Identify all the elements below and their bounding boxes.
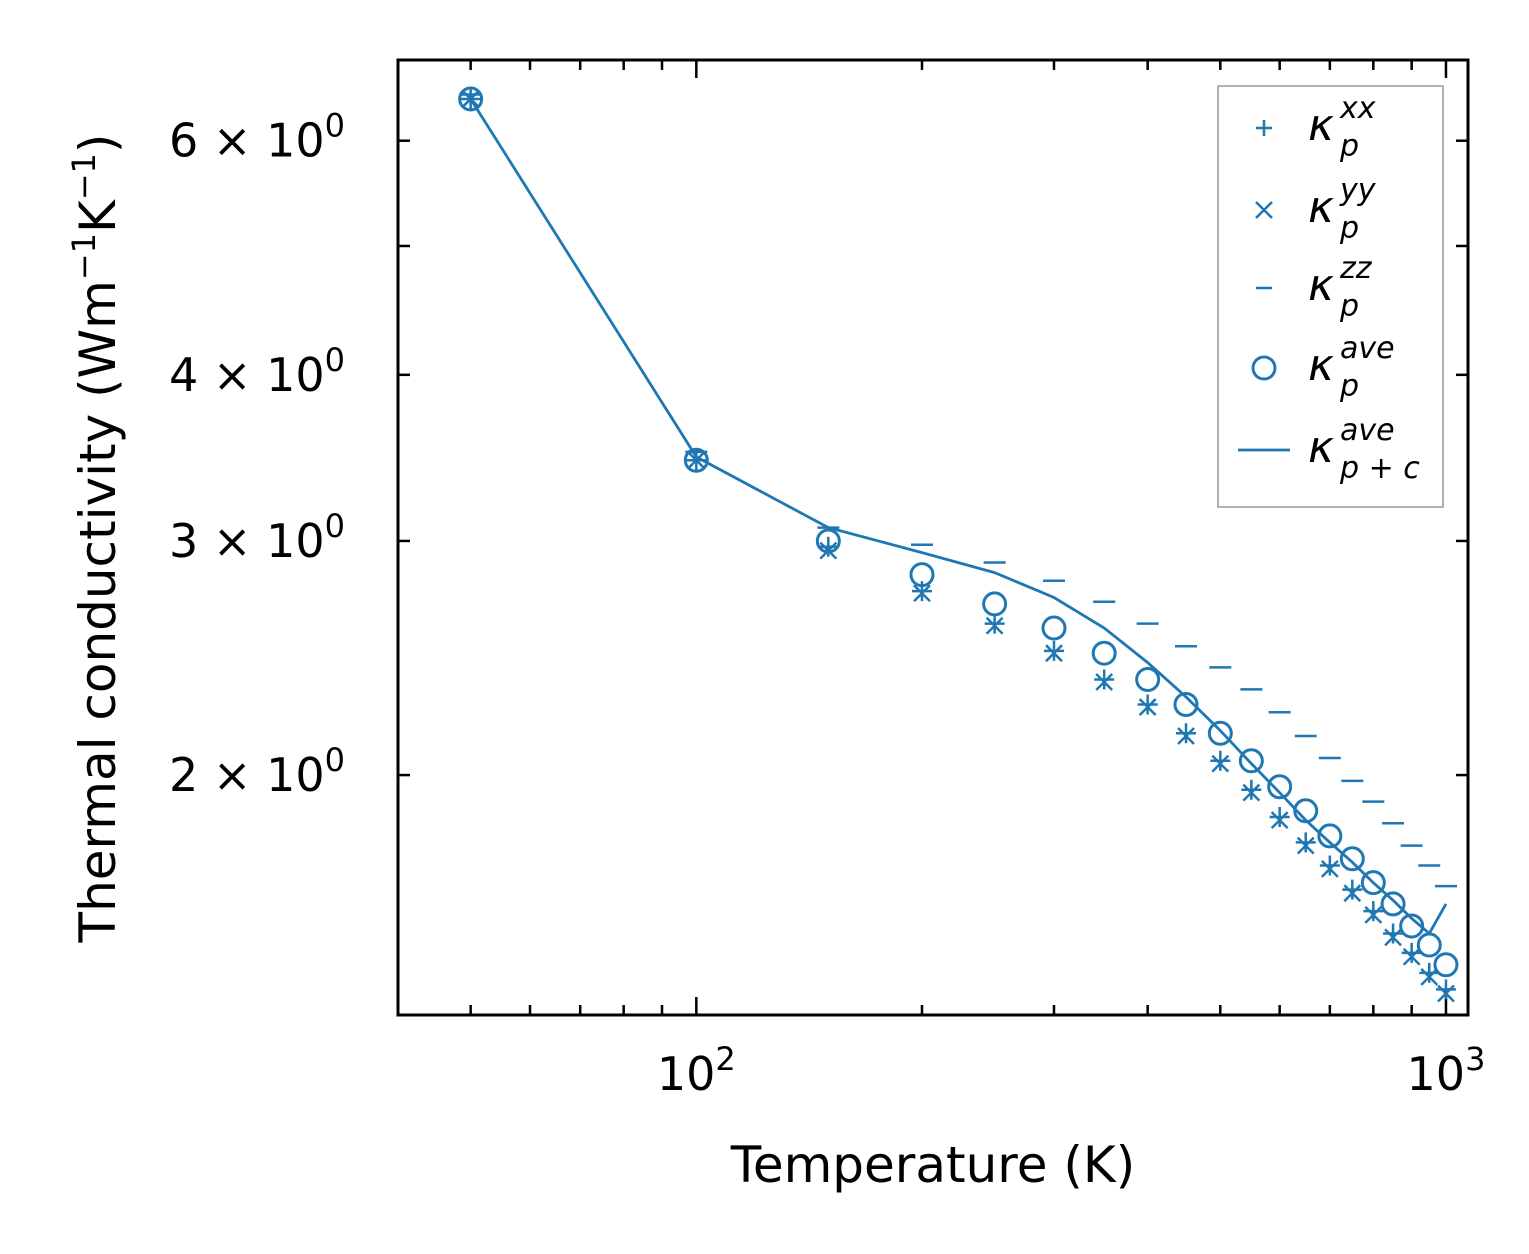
point-yy [1343, 884, 1362, 903]
legend-entry-ave: κ ave p [1251, 331, 1395, 404]
series-ave_pc [469, 98, 1448, 936]
point-ave [1433, 952, 1459, 978]
point-yy [1402, 947, 1421, 966]
legend-entry-xx: κ xx p [1256, 91, 1376, 164]
point-xx [1319, 855, 1340, 876]
point-xx [1137, 694, 1158, 715]
point-yy [1138, 698, 1157, 716]
point-ave [1173, 691, 1199, 717]
point-ave [1360, 870, 1386, 896]
legend-label: κ yy p [1308, 173, 1377, 246]
series-yy [461, 90, 1455, 1003]
point-ave [683, 447, 709, 473]
point-xx [1241, 779, 1262, 800]
point-ave [1041, 615, 1067, 641]
legend-plus-icon [1256, 120, 1272, 136]
series-ave [458, 86, 1459, 978]
x-tick-label: 103 [1407, 1040, 1486, 1101]
point-ave [982, 591, 1008, 617]
point-xx [984, 613, 1005, 634]
point-yy [1320, 860, 1339, 878]
legend-label: κ ave p [1308, 331, 1395, 404]
point-yy [687, 451, 706, 470]
point-xx [1435, 979, 1456, 1000]
series-line-ave_pc [469, 98, 1448, 936]
point-yy [1095, 673, 1114, 691]
y-tick-label: 4 × 100 [169, 341, 345, 402]
point-yy [1242, 783, 1261, 802]
y-tick-label: 6 × 100 [169, 107, 345, 168]
legend-label: κ xx p [1308, 91, 1376, 164]
point-xx [1295, 832, 1316, 853]
point-yy [913, 584, 931, 603]
point-ave [1317, 823, 1343, 849]
y-tick-label: 2 × 100 [169, 741, 345, 802]
point-yy [1364, 905, 1383, 924]
point-ave [909, 562, 935, 588]
point-yy [1270, 811, 1289, 829]
point-yy [1211, 754, 1230, 773]
tick-labels: 102 103 2 × 100 3 × 100 4 × 100 6 × 100 [169, 107, 1485, 1101]
x-tick-label: 102 [657, 1040, 736, 1101]
point-xx [1094, 669, 1115, 690]
y-tick-label: 3 × 100 [169, 507, 345, 568]
series-zz [459, 93, 1457, 888]
point-ave [1380, 891, 1406, 917]
point-yy [1177, 727, 1195, 745]
point-ave [1399, 913, 1425, 939]
legend-circle-icon [1251, 355, 1277, 381]
point-xx [1419, 962, 1440, 983]
legend-entry-ave_pc: κ ave p + c [1238, 413, 1420, 486]
legend-label: κ zz p [1308, 251, 1373, 324]
series-xx [460, 88, 1456, 1000]
point-xx [1363, 901, 1384, 922]
x-axis-label: Temperature (K) [730, 1136, 1135, 1194]
point-yy [1296, 836, 1315, 855]
point-ave [458, 86, 484, 112]
plot-frame [396, 58, 1470, 1017]
point-xx [1210, 750, 1231, 771]
legend-box [1217, 85, 1444, 508]
point-xx [1176, 723, 1196, 744]
legend: κ xx p κ yy pκ zz p κ ave p κ ave p + c [1217, 85, 1444, 508]
axis-ticks [396, 60, 1468, 1015]
point-ave [1339, 846, 1365, 872]
legend-label: κ ave p + c [1308, 413, 1420, 486]
point-xx [1043, 640, 1064, 661]
point-xx [1401, 942, 1422, 963]
plot-area [458, 86, 1459, 1003]
legend-x-icon [1255, 201, 1273, 219]
legend-entry-yy: κ yy p [1255, 173, 1377, 246]
y-axis-label: Thermal conductivity (Wm−1K−1) [65, 134, 127, 944]
point-yy [1384, 928, 1402, 947]
point-ave [815, 528, 841, 554]
point-ave [1267, 774, 1293, 800]
legend-entry-zz: κ zz p [1256, 251, 1373, 324]
point-xx [1269, 806, 1290, 827]
point-yy [1437, 984, 1455, 1003]
point-ave [1135, 666, 1161, 692]
point-yy [985, 616, 1004, 635]
point-yy [1420, 968, 1439, 986]
point-xx [1383, 923, 1404, 944]
point-yy [1045, 644, 1063, 663]
point-xx [1342, 879, 1363, 900]
point-ave [1238, 748, 1264, 774]
point-ave [1207, 720, 1233, 746]
point-ave [1091, 640, 1117, 666]
